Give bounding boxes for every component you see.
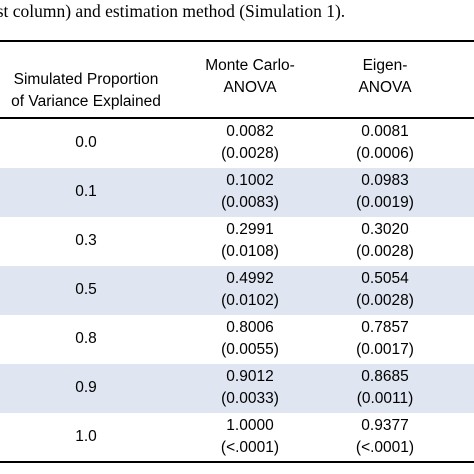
header-monte-carlo-line-2: ANOVA — [223, 79, 277, 96]
cell-monte-carlo-se: (0.0108) — [221, 243, 279, 260]
cell-proportion: 0.3 — [75, 232, 97, 249]
cell-eigen-se: (0.0006) — [356, 145, 414, 162]
cell-proportion: 0.1 — [75, 183, 97, 200]
header-rule — [0, 117, 474, 119]
cell-monte-carlo: 0.4992 (0.0102) — [190, 268, 310, 312]
cell-eigen-estimate: 0.9377 — [361, 417, 409, 434]
cell-monte-carlo-se: (0.0055) — [221, 341, 279, 358]
cell-monte-carlo-estimate: 0.9012 — [226, 368, 274, 385]
cell-monte-carlo-se: (<.0001) — [220, 439, 280, 456]
cell-eigen-estimate: 0.0081 — [361, 123, 409, 140]
cell-eigen-estimate: 0.7857 — [361, 319, 409, 336]
cell-eigen: 0.0081 (0.0006) — [325, 121, 445, 165]
cell-monte-carlo-estimate: 1.0000 — [226, 417, 274, 434]
header-eigen-line-2: ANOVA — [358, 79, 412, 96]
cell-eigen: 0.0983 (0.0019) — [325, 170, 445, 214]
table-row: 0.1 0.1002 (0.0083) 0.0983 (0.0019) — [0, 168, 474, 217]
header-eigen: Eigen- ANOVA — [325, 55, 445, 99]
bottom-rule — [0, 461, 474, 463]
cell-eigen-se: (0.0028) — [356, 243, 414, 260]
cell-monte-carlo-estimate: 0.0082 — [226, 123, 274, 140]
header-proportion-line-1: Simulated Proportion — [13, 71, 159, 88]
cell-monte-carlo-se: (0.0028) — [221, 145, 279, 162]
table-row: 0.3 0.2991 (0.0108) 0.3020 (0.0028) — [0, 217, 474, 266]
cell-eigen-estimate: 0.5054 — [361, 270, 409, 287]
cell-proportion: 0.5 — [75, 281, 97, 298]
cell-eigen-se: (0.0011) — [356, 390, 414, 407]
table-row: 0.8 0.8006 (0.0055) 0.7857 (0.0017) — [0, 315, 474, 364]
cell-monte-carlo-se: (0.0102) — [221, 292, 279, 309]
table-row: 0.0 0.0082 (0.0028) 0.0081 (0.0006) — [0, 119, 474, 168]
header-monte-carlo-line-1: Monte Carlo- — [205, 57, 295, 74]
header-eigen-line-1: Eigen- — [362, 57, 408, 74]
table-row: 1.0 1.0000 (<.0001) 0.9377 (<.0001) — [0, 413, 474, 462]
cell-eigen-se: (0.0028) — [356, 292, 414, 309]
cell-monte-carlo-estimate: 0.1002 — [226, 172, 274, 189]
cell-proportion: 1.0 — [75, 428, 97, 445]
cell-monte-carlo-estimate: 0.4992 — [226, 270, 274, 287]
cell-eigen-estimate: 0.0983 — [361, 172, 409, 189]
cell-proportion: 0.9 — [75, 379, 97, 396]
top-rule — [0, 40, 474, 42]
cell-eigen-se: (0.0017) — [356, 341, 414, 358]
cell-monte-carlo: 0.1002 (0.0083) — [190, 170, 310, 214]
cell-eigen: 0.9377 (<.0001) — [325, 415, 445, 459]
table-caption: irst column) and estimation method (Simu… — [0, 1, 346, 21]
cell-monte-carlo: 0.0082 (0.0028) — [190, 121, 310, 165]
cell-proportion: 0.0 — [75, 134, 97, 151]
cell-monte-carlo-estimate: 0.8006 — [226, 319, 274, 336]
cell-eigen-estimate: 0.8685 — [361, 368, 409, 385]
cell-proportion: 0.8 — [75, 330, 97, 347]
cell-eigen: 0.8685 (0.0011) — [325, 366, 445, 410]
cell-monte-carlo: 0.8006 (0.0055) — [190, 317, 310, 361]
cell-eigen-se: (0.0019) — [356, 194, 414, 211]
cell-monte-carlo: 0.2991 (0.0108) — [190, 219, 310, 263]
table-row: 0.5 0.4992 (0.0102) 0.5054 (0.0028) — [0, 266, 474, 315]
cell-monte-carlo: 1.0000 (<.0001) — [190, 415, 310, 459]
cell-eigen: 0.5054 (0.0028) — [325, 268, 445, 312]
cell-monte-carlo: 0.9012 (0.0033) — [190, 366, 310, 410]
cell-eigen-se: (<.0001) — [355, 439, 415, 456]
header-proportion: Simulated Proportion of Variance Explain… — [0, 69, 182, 113]
header-monte-carlo: Monte Carlo- ANOVA — [190, 55, 310, 99]
cell-monte-carlo-estimate: 0.2991 — [226, 221, 274, 238]
cell-monte-carlo-se: (0.0033) — [221, 390, 279, 407]
cell-monte-carlo-se: (0.0083) — [221, 194, 279, 211]
cell-eigen-estimate: 0.3020 — [361, 221, 409, 238]
cell-eigen: 0.3020 (0.0028) — [325, 219, 445, 263]
cell-eigen: 0.7857 (0.0017) — [325, 317, 445, 361]
table-row: 0.9 0.9012 (0.0033) 0.8685 (0.0011) — [0, 364, 474, 413]
header-proportion-line-2: of Variance Explained — [11, 93, 161, 110]
